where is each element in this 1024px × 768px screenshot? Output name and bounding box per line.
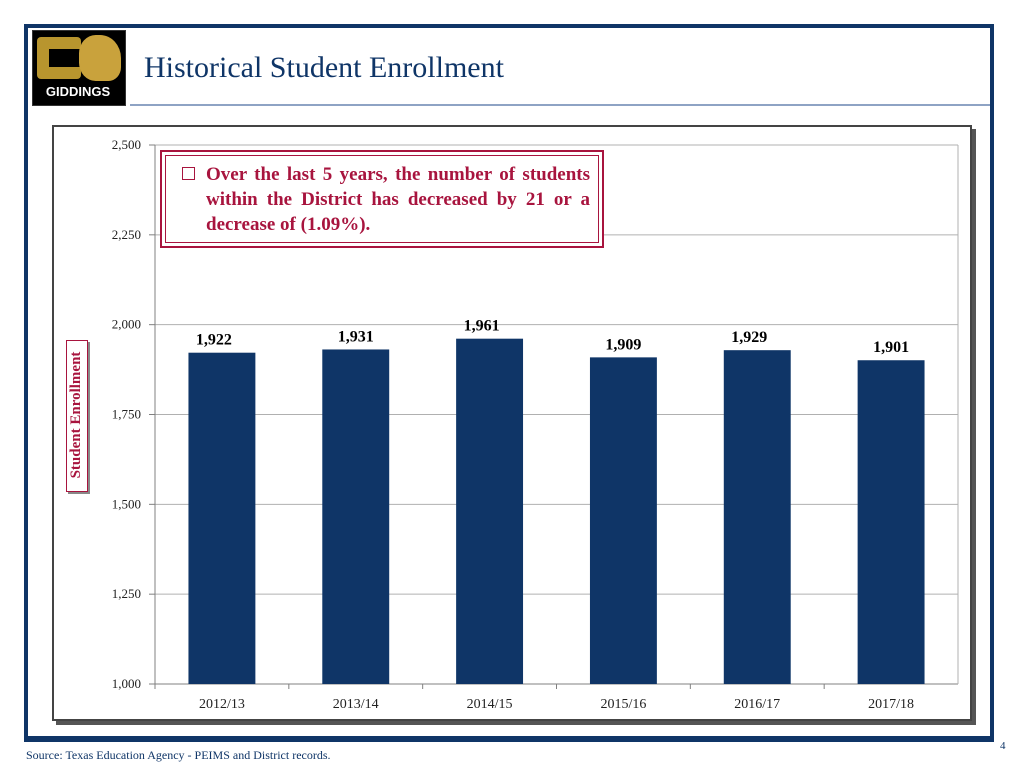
title-bar [28, 28, 990, 108]
y-tick-label: 2,250 [112, 227, 141, 242]
callout-text: Over the last 5 years, the number of stu… [206, 164, 590, 235]
x-tick-label: 2017/18 [868, 697, 914, 712]
x-tick-label: 2013/14 [333, 697, 379, 712]
logo-text: GIDDINGS [35, 83, 121, 101]
data-label: 1,961 [464, 318, 500, 335]
ylabel-box [66, 340, 88, 492]
bar [857, 360, 925, 684]
bar [456, 338, 524, 684]
checkbox-bullet-icon [182, 167, 195, 180]
data-label: 1,909 [605, 336, 641, 353]
y-tick-label: 1,750 [112, 407, 141, 422]
page-title: Historical Student Enrollment [144, 51, 504, 84]
bar [723, 350, 791, 684]
title-divider [130, 104, 990, 106]
logo: GIDDINGS [32, 30, 126, 106]
source-note: Source: Texas Education Agency - PEIMS a… [26, 748, 331, 762]
data-label: 1,901 [873, 339, 909, 356]
data-label: 1,922 [196, 332, 232, 349]
bar [589, 357, 657, 684]
callout-inner-border [165, 155, 599, 243]
page-number: 4 [1000, 740, 1006, 752]
data-label: 1,931 [338, 328, 374, 345]
y-tick-label: 2,000 [112, 317, 141, 332]
y-tick-label: 1,250 [112, 586, 141, 601]
x-tick-label: 2014/15 [467, 697, 513, 712]
x-tick-label: 2015/16 [600, 697, 646, 712]
y-tick-label: 1,500 [112, 496, 141, 511]
data-label: 1,929 [731, 329, 767, 346]
logo-g-icon [37, 37, 81, 79]
y-tick-label: 2,500 [112, 137, 141, 152]
bar [188, 352, 256, 684]
buffalo-mascot-icon [79, 35, 121, 81]
x-tick-label: 2012/13 [199, 697, 245, 712]
callout-box: Over the last 5 years, the number of stu… [160, 150, 604, 248]
y-axis-label: Student Enrollment [68, 351, 84, 479]
y-tick-label: 1,000 [112, 676, 141, 691]
bar [322, 349, 390, 684]
x-tick-label: 2016/17 [734, 697, 780, 712]
